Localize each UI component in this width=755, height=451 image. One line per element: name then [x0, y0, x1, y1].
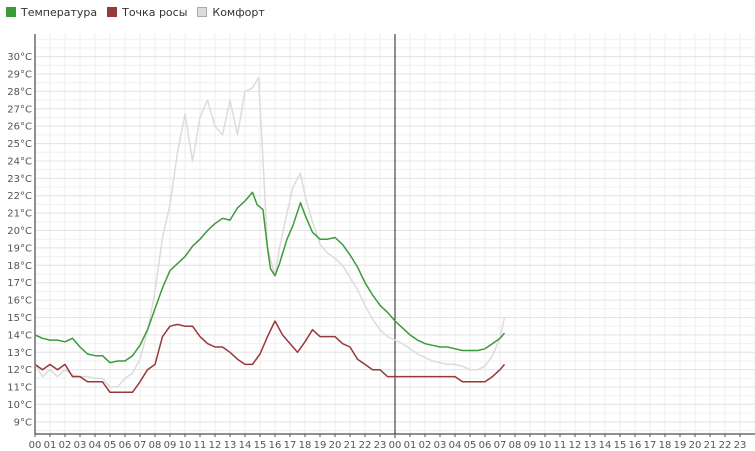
- y-tick-label: 13°C: [7, 348, 32, 359]
- legend-swatch-dew-point: [107, 7, 118, 17]
- x-tick-label: 09: [524, 440, 537, 451]
- y-tick-label: 29°C: [7, 70, 32, 81]
- x-tick-label: 21: [704, 440, 717, 451]
- x-tick-label: 13: [224, 440, 237, 451]
- y-tick-label: 25°C: [7, 139, 32, 150]
- x-tick-label: 15: [254, 440, 267, 451]
- y-tick-label: 14°C: [7, 330, 32, 341]
- legend-label-temperature: Температура: [21, 5, 98, 19]
- legend-item-comfort[interactable]: Комфорт: [197, 5, 265, 19]
- x-tick-label: 05: [104, 440, 117, 451]
- x-tick-label: 20: [329, 440, 342, 451]
- x-tick-label: 20: [689, 440, 702, 451]
- x-tick-label: 10: [179, 440, 192, 451]
- x-tick-label: 05: [464, 440, 477, 451]
- series-line-dew-point: [34, 320, 506, 394]
- x-tick-label: 04: [449, 440, 462, 451]
- x-tick-label: 06: [119, 440, 132, 451]
- x-tick-label: 03: [74, 440, 87, 451]
- x-tick-label: 01: [44, 440, 57, 451]
- x-tick-label: 19: [674, 440, 687, 451]
- y-tick-label: 17°C: [7, 278, 32, 289]
- y-tick-label: 21°C: [7, 209, 32, 220]
- x-tick-label: 18: [299, 440, 312, 451]
- x-tick-label: 00: [389, 440, 402, 451]
- legend-label-dew-point: Точка росы: [122, 5, 188, 19]
- y-tick-label: 15°C: [7, 313, 32, 324]
- x-tick-label: 07: [494, 440, 507, 451]
- x-tick-label: 17: [284, 440, 297, 451]
- x-tick-label: 01: [404, 440, 417, 451]
- x-tick-label: 14: [599, 440, 612, 451]
- x-tick-label: 13: [584, 440, 597, 451]
- x-tick-label: 12: [209, 440, 222, 451]
- y-tick-label: 18°C: [7, 261, 32, 272]
- y-tick-label: 22°C: [7, 191, 32, 202]
- x-tick-label: 04: [89, 440, 102, 451]
- y-tick-label: 11°C: [7, 383, 32, 394]
- y-tick-label: 12°C: [7, 365, 32, 376]
- series-line-temperature: [34, 191, 506, 364]
- x-tick-label: 02: [419, 440, 432, 451]
- x-tick-label: 09: [164, 440, 177, 451]
- legend-swatch-comfort: [197, 7, 208, 17]
- x-tick-label: 21: [344, 440, 357, 451]
- series-line-comfort: [34, 76, 506, 388]
- x-tick-label: 23: [734, 440, 747, 451]
- x-tick-label: 11: [194, 440, 207, 451]
- legend-swatch-temperature: [6, 7, 16, 17]
- x-tick-label: 17: [644, 440, 657, 451]
- x-tick-label: 06: [479, 440, 492, 451]
- x-tick-label: 18: [659, 440, 672, 451]
- y-tick-label: 16°C: [7, 296, 32, 307]
- x-tick-label: 00: [29, 440, 42, 451]
- y-tick-label: 30°C: [7, 52, 32, 63]
- y-tick-label: 28°C: [7, 87, 32, 98]
- x-tick-label: 08: [509, 440, 522, 451]
- x-tick-label: 19: [314, 440, 327, 451]
- y-tick-label: 26°C: [7, 122, 32, 133]
- y-tick-label: 27°C: [7, 104, 32, 115]
- legend-item-temperature[interactable]: Температура: [6, 6, 97, 19]
- y-tick-label: 10°C: [7, 400, 32, 411]
- x-tick-label: 14: [239, 440, 252, 451]
- x-tick-label: 10: [539, 440, 552, 451]
- x-tick-label: 03: [434, 440, 447, 451]
- x-tick-label: 07: [134, 440, 147, 451]
- x-tick-label: 12: [569, 440, 582, 451]
- y-tick-label: 20°C: [7, 226, 32, 237]
- x-tick-label: 16: [629, 440, 642, 451]
- x-tick-label: 15: [614, 440, 627, 451]
- x-tick-label: 08: [149, 440, 162, 451]
- y-tick-label: 23°C: [7, 174, 32, 185]
- x-tick-label: 22: [359, 440, 372, 451]
- x-tick-label: 22: [719, 440, 732, 451]
- y-tick-label: 19°C: [7, 243, 32, 254]
- legend-item-dew-point[interactable]: Точка росы: [107, 6, 187, 19]
- y-tick-label: 9°C: [14, 417, 32, 428]
- x-tick-label: 11: [554, 440, 567, 451]
- y-tick-label: 24°C: [7, 156, 32, 167]
- x-tick-label: 23: [374, 440, 387, 451]
- chart-legend: Температура Точка росы Комфорт: [6, 3, 265, 21]
- legend-label-comfort: Комфорт: [212, 5, 265, 19]
- x-tick-label: 02: [59, 440, 72, 451]
- x-tick-label: 16: [269, 440, 282, 451]
